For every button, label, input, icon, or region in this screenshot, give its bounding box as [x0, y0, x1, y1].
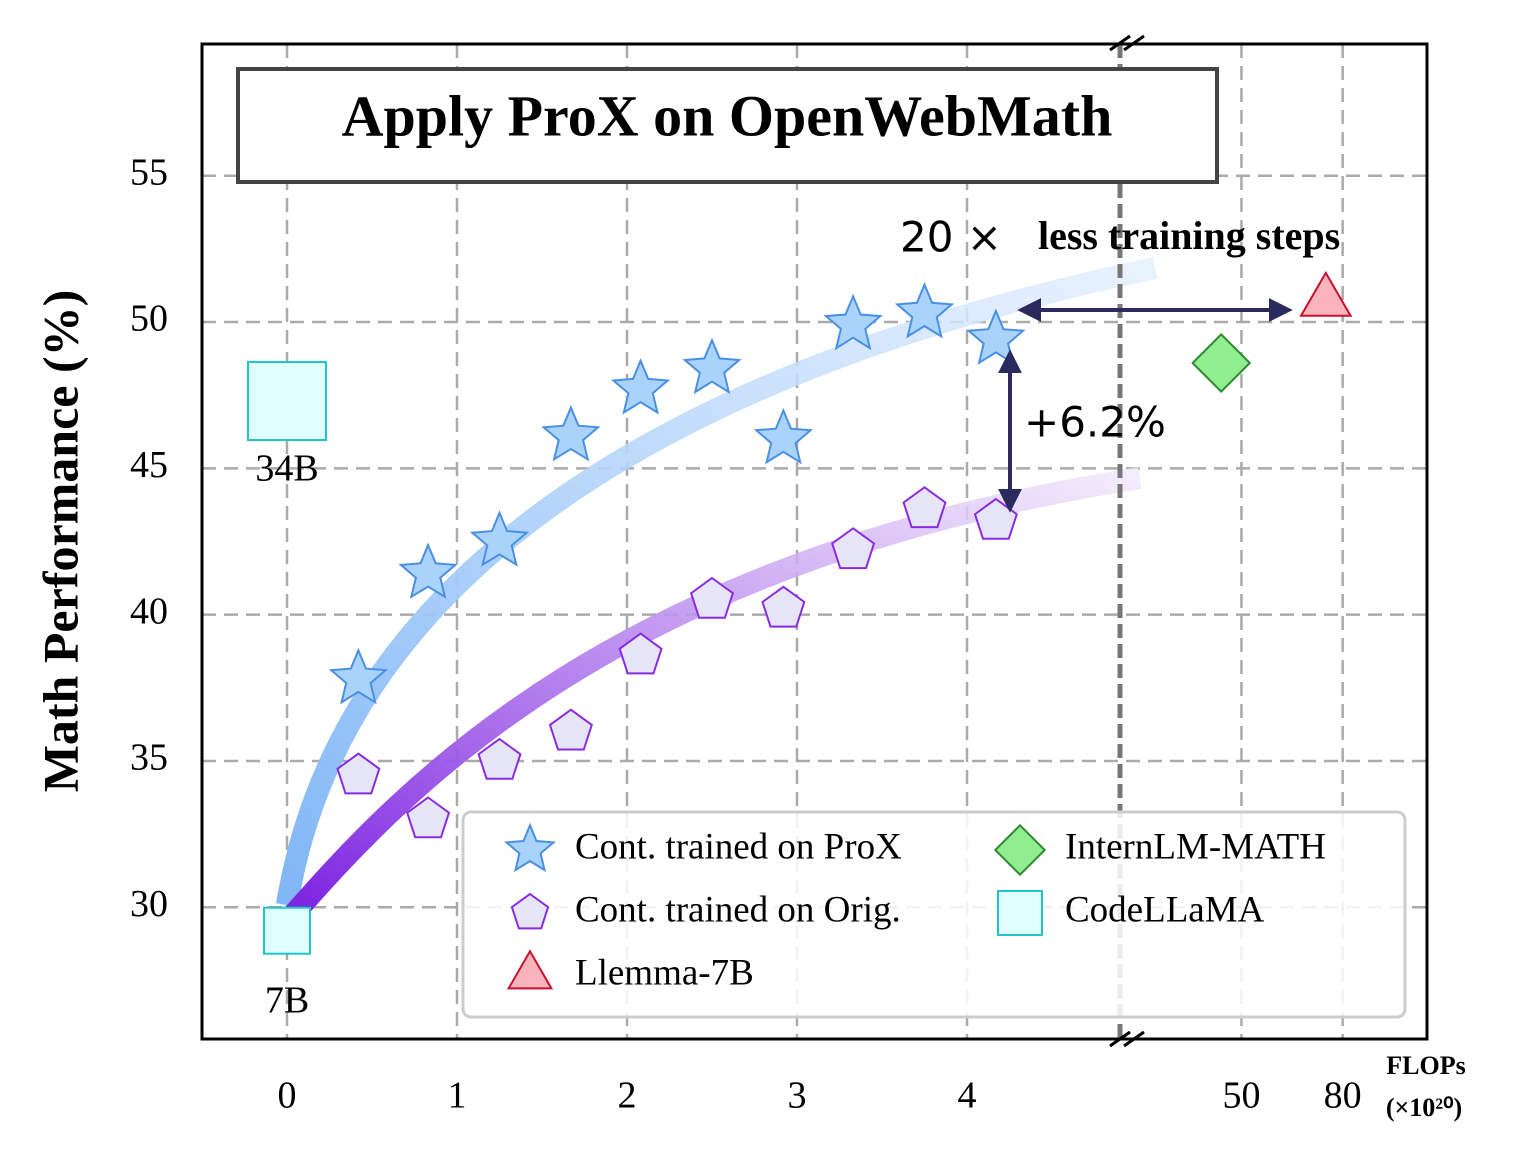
star-marker: [469, 510, 530, 567]
pentagon-marker: [477, 737, 522, 780]
legend-label: Cont. trained on Orig.: [575, 889, 901, 930]
diamond-marker: [1191, 332, 1252, 394]
star-marker: [541, 404, 601, 462]
pentagon-marker: [902, 486, 947, 529]
y-tick-label: 35: [130, 737, 168, 779]
legend-label: CodeLLaMA: [1065, 889, 1265, 930]
pentagon-marker: [336, 752, 381, 795]
point-label: 34B: [255, 448, 318, 490]
legend-label: Llemma-7B: [575, 952, 754, 993]
y-axis-label: Math Performance (%): [32, 290, 88, 793]
x-axis-unit: (×10²⁰): [1386, 1093, 1462, 1122]
pentagon-marker: [618, 632, 663, 675]
x-tick-label: 3: [788, 1075, 807, 1117]
plot-frame: [200, 42, 1429, 1041]
legend-items: Cont. trained on ProX Cont. trained on Or…: [504, 822, 1326, 993]
x-tick-label: 0: [278, 1075, 297, 1117]
square-marker: [263, 906, 311, 955]
legend-label: InternLM-MATH: [1065, 826, 1326, 867]
x-tick-label: 2: [618, 1075, 637, 1117]
square-marker: [247, 361, 327, 442]
title-box: [236, 67, 1219, 184]
pentagon-marker: [406, 796, 451, 839]
legend-label: Cont. trained on ProX: [575, 826, 902, 867]
x-tick-label: 50: [1222, 1075, 1260, 1117]
annotation: +6.2%: [1024, 398, 1166, 447]
pentagon-marker: [689, 576, 735, 619]
break-marks: [1109, 34, 1145, 1048]
y-tick-label: 30: [130, 883, 168, 925]
pentagon-marker: [510, 892, 550, 930]
triangle-marker: [506, 949, 554, 990]
y-tick-label: 50: [130, 298, 168, 340]
legend: [461, 810, 1407, 1019]
chart-title: Apply ProX on OpenWebMath: [342, 83, 1113, 148]
y-tick-label: 40: [130, 590, 168, 632]
diamond-marker: [993, 823, 1047, 877]
square-marker: [997, 890, 1043, 936]
triangle-marker: [1299, 270, 1353, 317]
y-tick-label: 55: [130, 151, 168, 193]
grid: [202, 44, 1427, 1039]
trend-prox: [276, 257, 1158, 907]
star-marker: [504, 822, 556, 873]
pentagon-marker: [831, 527, 876, 570]
point-label: 7B: [265, 979, 309, 1021]
star-marker: [823, 293, 883, 351]
pentagon-marker: [761, 585, 806, 628]
x-tick-label: 1: [448, 1075, 467, 1117]
annotation: less training steps: [1038, 213, 1340, 258]
y-tick-label: 45: [130, 444, 168, 486]
star-marker: [753, 407, 814, 465]
pentagon-marker: [548, 708, 593, 751]
star-marker: [894, 282, 955, 339]
x-tick-label: 80: [1324, 1075, 1362, 1117]
star-marker: [328, 647, 389, 705]
annotation: 20 ×: [900, 213, 1002, 262]
x-tick-label: 4: [958, 1075, 977, 1117]
star-marker: [398, 542, 458, 599]
star-marker: [682, 337, 742, 395]
star-marker: [610, 358, 671, 415]
marks: [247, 270, 1353, 955]
x-axis-label: FLOPs: [1386, 1051, 1465, 1080]
